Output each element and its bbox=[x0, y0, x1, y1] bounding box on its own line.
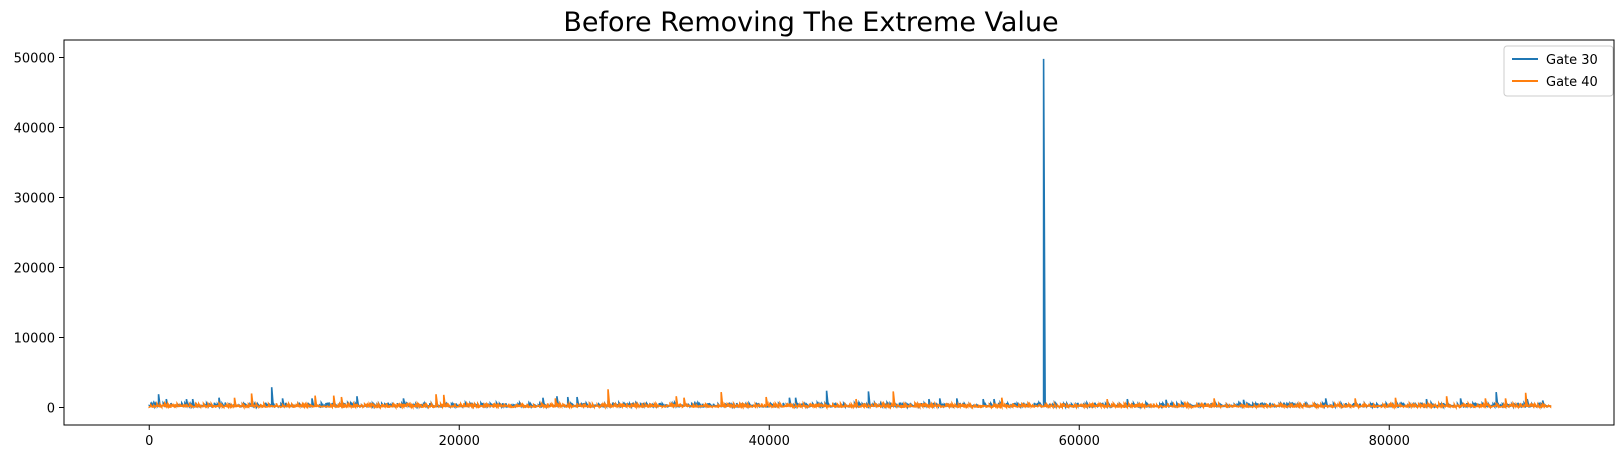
series-line-gate-40 bbox=[148, 389, 1552, 411]
series-line-gate-30 bbox=[148, 58, 1552, 410]
x-tick-label: 40000 bbox=[749, 434, 790, 449]
y-tick-label: 40000 bbox=[14, 122, 55, 137]
series-layer bbox=[148, 58, 1552, 411]
legend-label-gate-30: Gate 30 bbox=[1546, 53, 1598, 68]
legend-label-gate-40: Gate 40 bbox=[1546, 75, 1598, 90]
chart-title: Before Removing The Extreme Value bbox=[563, 7, 1058, 38]
x-tick-label: 60000 bbox=[1059, 434, 1100, 449]
axes-layer: 0 20000 40000 60000 80000 0 10000 20000 30000 400… bbox=[14, 39, 1615, 449]
legend: Gate 30 Gate 40 bbox=[1503, 45, 1614, 97]
y-tick-label: 10000 bbox=[14, 332, 55, 347]
x-tick-label: 0 bbox=[145, 434, 153, 449]
y-tick-label: 0 bbox=[47, 402, 55, 417]
y-tick-label: 20000 bbox=[14, 262, 55, 277]
x-tick-label: 80000 bbox=[1369, 434, 1410, 449]
plot-frame bbox=[63, 39, 1615, 426]
y-tick-label: 50000 bbox=[14, 52, 55, 67]
y-tick-label: 30000 bbox=[14, 192, 55, 207]
x-tick-label: 20000 bbox=[439, 434, 480, 449]
